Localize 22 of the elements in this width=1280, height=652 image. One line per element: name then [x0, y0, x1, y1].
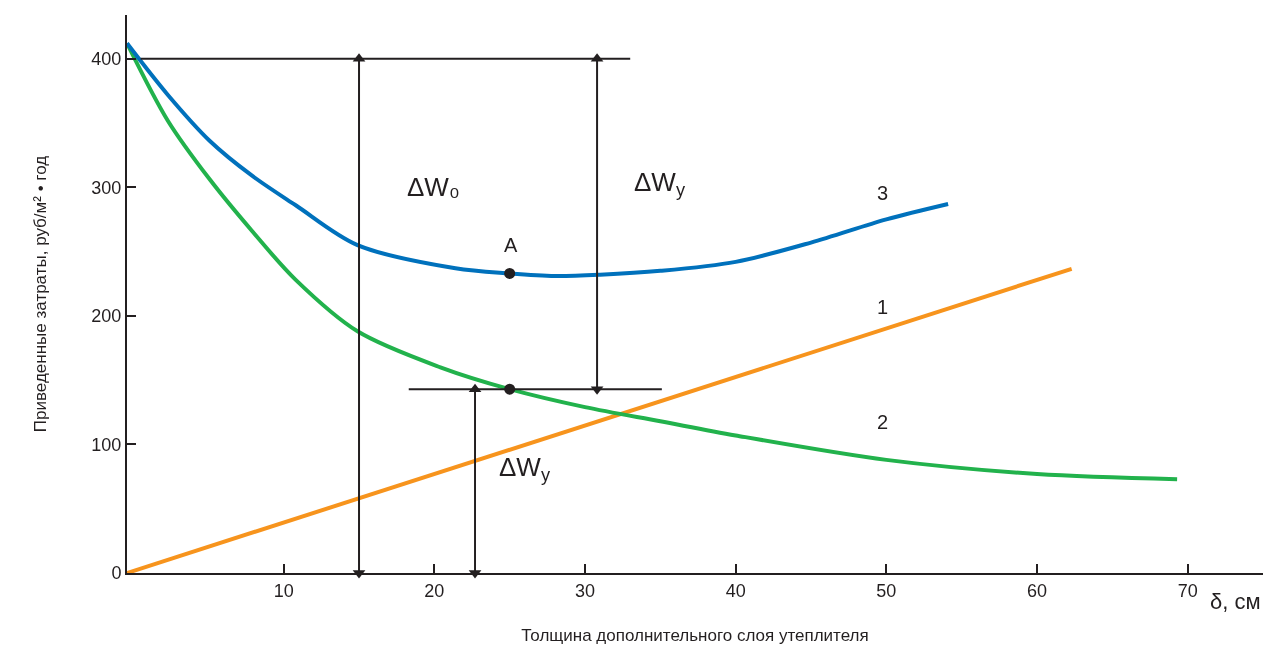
- annotation: 1: [877, 296, 889, 318]
- x-tick-label: 70: [1177, 580, 1198, 601]
- x-tick-label: 40: [725, 580, 746, 601]
- y-axis-title: Приведенные затраты, руб/м² • год: [31, 155, 51, 433]
- y-tick-label: 200: [91, 306, 122, 327]
- y-tick-label: 0: [111, 563, 122, 584]
- annotation: ΔW$_{у}$: [499, 452, 551, 486]
- x-tick-label: 20: [424, 580, 445, 601]
- x-tick-label: 50: [876, 580, 897, 601]
- annotation: ΔW$_{у}$: [634, 167, 686, 201]
- x-tick-label: 10: [273, 580, 294, 601]
- y-tick-label: 300: [91, 177, 122, 198]
- x-tick-label: 30: [575, 580, 596, 601]
- x-tick-label: 60: [1026, 580, 1048, 601]
- y-tick-label: 400: [91, 49, 122, 70]
- annotation: A: [504, 234, 518, 256]
- annotation: 3: [877, 182, 889, 204]
- annotation: 2: [877, 411, 889, 433]
- y-tick-label: 100: [91, 434, 122, 455]
- text: δ, см: [1210, 589, 1261, 614]
- x-axis-title: Толщина дополнительного слоя утеплителя: [521, 626, 869, 646]
- annotation: ΔW₀: [407, 172, 460, 202]
